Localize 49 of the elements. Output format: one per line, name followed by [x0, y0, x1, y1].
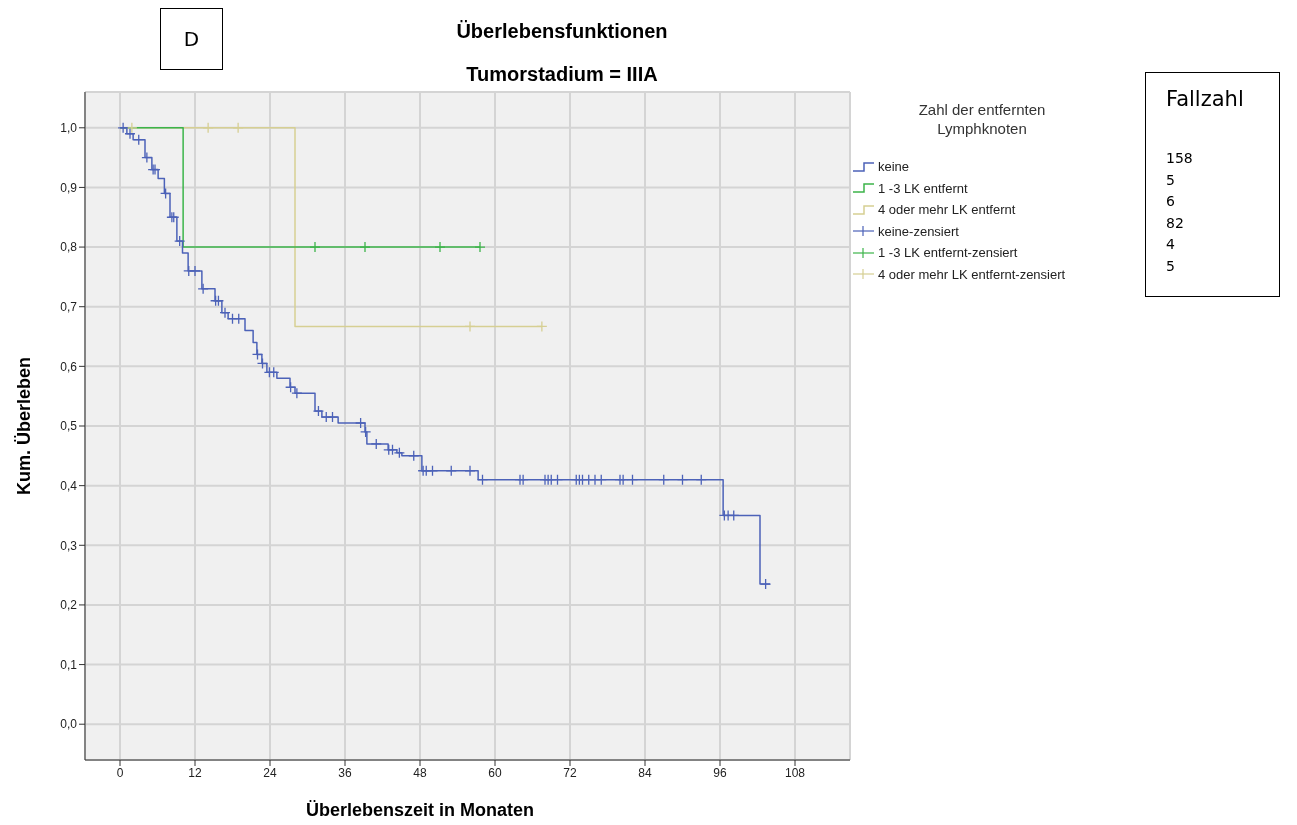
y-tick-label: 0,2: [60, 598, 78, 613]
x-tick-label: 48: [413, 765, 427, 780]
point: [474, 241, 486, 253]
legend-label: keine-zensiert: [878, 223, 959, 239]
text: 82: [1166, 214, 1184, 231]
legend-label: 1 -3 LK entfernt-zensiert: [878, 245, 1018, 261]
x-tick-label: 24: [263, 765, 277, 780]
point: [536, 320, 548, 333]
x-tick-label: 36: [338, 765, 352, 780]
x-axis-title: Überlebenszeit in Monaten: [305, 800, 535, 821]
text: 5: [1166, 257, 1175, 274]
point: [359, 241, 371, 253]
x-tick-label: 12: [188, 765, 202, 780]
legend-label: keine: [878, 159, 910, 175]
text: 158: [1166, 150, 1193, 166]
y-tick-label: 0,7: [60, 299, 78, 314]
x-tick-label: 84: [638, 765, 652, 780]
legend-label: 4 oder mehr LK entfernt-zensiert: [878, 266, 1066, 282]
point: [309, 241, 321, 253]
y-tick-label: 0,9: [60, 180, 78, 195]
chart-title: Überlebensfunktionen: [455, 20, 669, 43]
y-tick-label: 0,6: [60, 359, 78, 374]
point: [464, 320, 476, 333]
y-tick-label: 0,5: [60, 419, 78, 434]
x-tick-label: 96: [713, 765, 727, 780]
y-tick-label: 0,0: [60, 717, 78, 732]
point: [126, 122, 138, 134]
y-tick-label: 0,8: [60, 240, 78, 255]
y-axis-title: Kum. Überleben: [13, 356, 35, 496]
text: D: [160, 8, 223, 70]
y-tick-label: 0,1: [60, 657, 78, 672]
text: 4: [1166, 236, 1175, 252]
point: [434, 241, 446, 253]
legend-label: 4 oder mehr LK entfernt: [878, 202, 1016, 218]
x-tick-label: 60: [488, 765, 502, 780]
y-tick-label: 1,0: [60, 121, 78, 136]
point: [232, 122, 244, 134]
legend-label: 1 -3 LK entfernt: [878, 180, 968, 196]
x-tick-label: 108: [784, 765, 806, 780]
y-tick-label: 0,4: [60, 478, 78, 493]
text: Fallzahl: [1166, 87, 1244, 111]
y-tick-label: 0,3: [60, 538, 78, 553]
x-tick-label: 0: [116, 765, 124, 780]
point: [202, 122, 214, 134]
text: 5: [1166, 171, 1175, 188]
legend-title: Zahl der entfernten Lymphknoten: [917, 100, 1047, 138]
chart-subtitle: Tumorstadium = IIIA: [465, 63, 659, 86]
x-tick-label: 72: [563, 765, 577, 780]
text: 6: [1166, 193, 1175, 209]
